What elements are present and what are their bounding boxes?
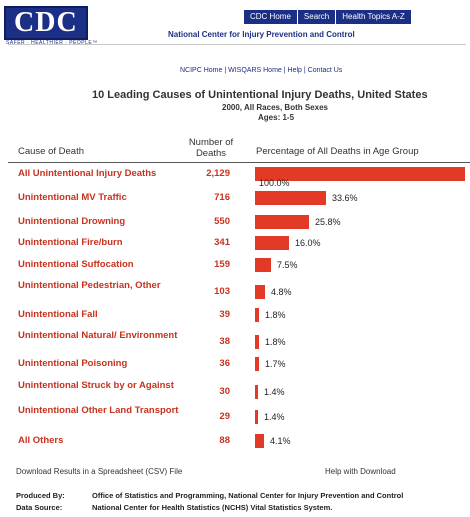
cause-of-death-link[interactable]: Unintentional Suffocation	[18, 259, 134, 270]
percentage-label: 1.8%	[265, 337, 286, 347]
table-row: Unintentional Struck by or Against 30 1.4%	[0, 380, 470, 402]
death-count: 29	[219, 411, 230, 422]
cause-of-death-link[interactable]: Unintentional Fire/burn	[18, 237, 123, 248]
death-count: 30	[219, 386, 230, 397]
help-download-link[interactable]: Help with Download	[325, 467, 396, 476]
percentage-bar	[255, 385, 258, 399]
nav-search[interactable]: Search	[298, 10, 337, 24]
death-count: 159	[214, 259, 230, 270]
percentage-label: 1.7%	[265, 359, 286, 369]
cause-of-death-link[interactable]: Unintentional MV Traffic	[18, 192, 127, 203]
percentage-bar	[255, 215, 309, 229]
table-row: Unintentional Poisoning 36 1.7%	[0, 357, 470, 374]
cdc-logo-text: CDC	[4, 6, 88, 40]
table-row: Unintentional Suffocation 159 7.5%	[0, 258, 470, 275]
cause-of-death-link[interactable]: Unintentional Struck by or Against	[18, 380, 174, 391]
percentage-bar	[255, 410, 258, 424]
percentage-label: 7.5%	[277, 260, 298, 270]
col-header-cause: Cause of Death	[18, 146, 85, 157]
death-count: 716	[214, 192, 230, 203]
link-ncipc-home[interactable]: NCIPC Home	[180, 67, 223, 74]
percentage-bar	[255, 434, 264, 448]
report-subtitle: 2000, All Races, Both Sexes	[222, 103, 328, 112]
table-row: Unintentional Fire/burn 341 16.0%	[0, 236, 470, 253]
cause-of-death-link[interactable]: Unintentional Fall	[18, 309, 98, 320]
percentage-label: 25.8%	[315, 217, 341, 227]
table-row: All Unintentional Injury Deaths 2,129 100.…	[0, 167, 470, 188]
table-row: Unintentional Other Land Transport 29 1.4%	[0, 405, 470, 427]
percentage-label: 1.4%	[264, 412, 285, 422]
death-count: 341	[214, 237, 230, 248]
table-row: Unintentional MV Traffic 716 33.6%	[0, 191, 470, 208]
cause-of-death-link[interactable]: All Unintentional Injury Deaths	[18, 168, 157, 179]
percentage-label: 16.0%	[295, 238, 321, 248]
col-header-percentage: Percentage of All Deaths in Age Group	[256, 146, 419, 157]
cause-of-death-link[interactable]: All Others	[18, 435, 64, 446]
percentage-label: 4.1%	[270, 436, 291, 446]
data-source-label: Data Source:	[16, 503, 63, 512]
percentage-bar	[255, 285, 265, 299]
table-header-rule	[8, 162, 470, 163]
produced-by-label: Produced By:	[16, 491, 65, 500]
table-row: All Others 88 4.1%	[0, 434, 470, 451]
cause-of-death-link[interactable]: Unintentional Drowning	[18, 216, 126, 227]
cdc-logo[interactable]: CDC SAFER · HEALTHIER · PEOPLE™	[4, 6, 97, 46]
percentage-bar	[255, 258, 271, 272]
report-ages: Ages: 1-5	[258, 113, 295, 122]
report-title: 10 Leading Causes of Unintentional Injur…	[92, 89, 428, 101]
percentage-bar	[255, 236, 289, 250]
death-count: 2,129	[206, 168, 230, 179]
download-link[interactable]: Download Results in a Spreadsheet (CSV) …	[16, 467, 183, 476]
percentage-bar	[255, 357, 259, 371]
data-source-value: National Center for Health Statistics (N…	[92, 503, 333, 512]
table-row: Unintentional Natural/ Environment 38 1.8%	[0, 330, 470, 352]
death-count: 88	[219, 435, 230, 446]
table-row: Unintentional Drowning 550 25.8%	[0, 215, 470, 232]
percentage-label: 1.4%	[264, 387, 285, 397]
death-count: 550	[214, 216, 230, 227]
nav-cdc-home[interactable]: CDC Home	[244, 10, 298, 24]
link-wisqars-home[interactable]: WISQARS Home	[228, 67, 282, 74]
cause-of-death-link[interactable]: Unintentional Other Land Transport	[18, 405, 179, 416]
cause-of-death-link[interactable]: Unintentional Poisoning	[18, 358, 128, 369]
percentage-label: 33.6%	[332, 193, 358, 203]
cdc-logo-tagline: SAFER · HEALTHIER · PEOPLE™	[6, 40, 98, 46]
header-divider	[8, 44, 466, 45]
cause-of-death-link[interactable]: Unintentional Natural/ Environment	[18, 330, 178, 341]
nav-health-topics[interactable]: Health Topics A-Z	[336, 10, 412, 24]
link-contact[interactable]: Contact Us	[307, 67, 343, 74]
percentage-label: 100.0%	[259, 178, 290, 188]
percentage-bar	[255, 191, 326, 205]
top-nav: CDC Home Search Health Topics A-Z	[244, 10, 412, 24]
percentage-label: 4.8%	[271, 287, 292, 297]
death-count: 103	[214, 286, 230, 297]
table-row: Unintentional Fall 39 1.8%	[0, 308, 470, 325]
percentage-bar	[255, 167, 465, 181]
percentage-bar	[255, 335, 259, 349]
percentage-label: 1.8%	[265, 310, 286, 320]
secondary-links: NCIPC Home | WISQARS Home | Help | Conta…	[180, 67, 343, 74]
org-name[interactable]: National Center for Injury Prevention an…	[168, 30, 355, 39]
link-help[interactable]: Help	[287, 67, 302, 74]
percentage-bar	[255, 308, 259, 322]
table-row: Unintentional Pedestrian, Other 103 4.8%	[0, 280, 470, 302]
produced-by-value: Office of Statistics and Programming, Na…	[92, 491, 404, 500]
col-header-number: Number of Deaths	[188, 137, 234, 159]
death-count: 38	[219, 336, 230, 347]
page-header: CDC SAFER · HEALTHIER · PEOPLE™ CDC Home…	[0, 0, 470, 46]
death-count: 36	[219, 358, 230, 369]
death-count: 39	[219, 309, 230, 320]
cause-of-death-link[interactable]: Unintentional Pedestrian, Other	[18, 280, 161, 291]
